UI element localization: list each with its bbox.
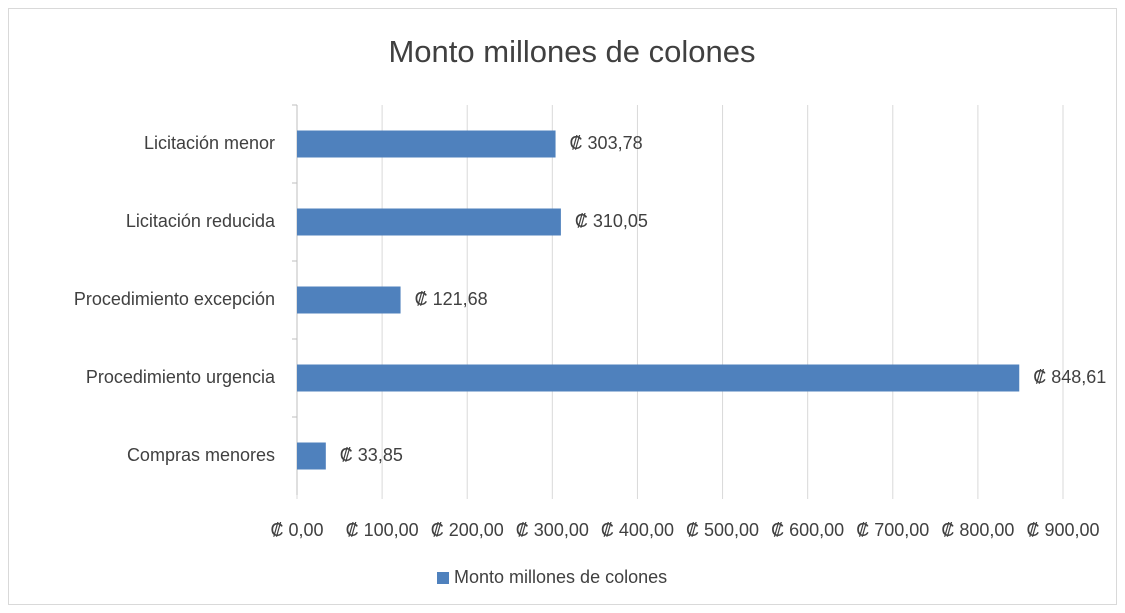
x-tick-label: ₡ 500,00	[686, 520, 759, 540]
x-tick-label: ₡ 400,00	[601, 520, 674, 540]
y-tick-label: Compras menores	[127, 445, 275, 465]
legend-label: Monto millones de colones	[454, 567, 667, 587]
x-tick-label: ₡ 600,00	[771, 520, 844, 540]
x-tick-label: ₡ 0,00	[270, 520, 323, 540]
bar	[297, 286, 401, 314]
chart-border	[8, 8, 1117, 605]
x-tick-label: ₡ 100,00	[346, 520, 419, 540]
x-tick-label: ₡ 700,00	[856, 520, 929, 540]
legend-swatch	[437, 572, 449, 584]
bar	[297, 130, 556, 158]
y-tick-label: Procedimiento excepción	[74, 289, 275, 309]
x-tick-label: ₡ 800,00	[941, 520, 1014, 540]
x-tick-label: ₡ 900,00	[1026, 520, 1099, 540]
y-tick-label: Licitación menor	[144, 133, 275, 153]
bar	[297, 442, 326, 470]
x-tick-label: ₡ 200,00	[431, 520, 504, 540]
data-label: ₡ 310,05	[575, 211, 648, 231]
y-tick-label: Procedimiento urgencia	[86, 367, 276, 387]
x-tick-label: ₡ 300,00	[516, 520, 589, 540]
data-label: ₡ 303,78	[570, 133, 643, 153]
data-label: ₡ 33,85	[340, 445, 403, 465]
y-tick-label: Licitación reducida	[126, 211, 276, 231]
bar	[297, 208, 561, 236]
chart-title: Monto millones de colones	[388, 34, 755, 69]
bar	[297, 364, 1020, 392]
data-label: ₡ 848,61	[1033, 367, 1106, 387]
data-label: ₡ 121,68	[415, 289, 488, 309]
